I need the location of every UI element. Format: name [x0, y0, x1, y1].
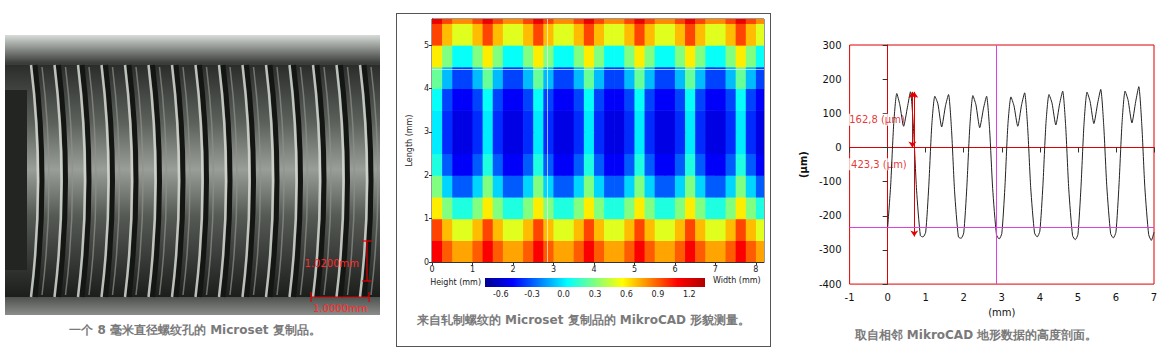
- svg-text:0.9: 0.9: [651, 290, 664, 299]
- svg-text:8: 8: [753, 265, 758, 274]
- svg-text:0.0: 0.0: [557, 290, 570, 299]
- svg-text:2: 2: [961, 292, 967, 303]
- svg-text:300: 300: [823, 40, 842, 51]
- svg-text:100: 100: [823, 108, 842, 119]
- svg-text:-0.3: -0.3: [524, 290, 540, 299]
- svg-text:Length (mm): Length (mm): [405, 115, 414, 167]
- svg-text:(mm): (mm): [988, 307, 1015, 318]
- svg-text:162,8 (μm): 162,8 (μm): [849, 114, 905, 125]
- svg-text:1.2: 1.2: [683, 290, 696, 299]
- svg-text:1.0200mm: 1.0200mm: [305, 258, 359, 269]
- svg-text:7: 7: [1151, 292, 1157, 303]
- svg-text:3: 3: [999, 292, 1005, 303]
- svg-text:0.6: 0.6: [620, 290, 633, 299]
- svg-text:2: 2: [510, 265, 515, 274]
- svg-text:0.3: 0.3: [589, 290, 602, 299]
- svg-text:2: 2: [424, 171, 429, 180]
- svg-text:-200: -200: [819, 210, 842, 221]
- svg-text:-100: -100: [819, 176, 842, 187]
- svg-text:1: 1: [470, 265, 475, 274]
- html-text:取自相邻 MikroCAD 地形数据的高度剖面。: 取自相邻 MikroCAD 地形数据的高度剖面。: [854, 328, 1098, 342]
- svg-text:5: 5: [424, 41, 429, 50]
- svg-text:-0.6: -0.6: [493, 290, 509, 299]
- svg-text:6: 6: [672, 265, 677, 274]
- svg-text:3: 3: [551, 265, 556, 274]
- svg-text:Height (mm): Height (mm): [430, 278, 481, 287]
- svg-text:6: 6: [1113, 292, 1119, 303]
- svg-text:-1: -1: [845, 292, 855, 303]
- svg-text:1: 1: [424, 214, 429, 223]
- html-text:来自轧制螺纹的 Microset 复制品的 MikroCAD: 来自轧制螺纹的 Microset 复制品的 MikroCAD 形貌测量。: [416, 313, 751, 327]
- svg-text:5: 5: [632, 265, 637, 274]
- svg-text:-300: -300: [819, 244, 842, 255]
- svg-text:0: 0: [884, 292, 890, 303]
- svg-text:0: 0: [429, 265, 434, 274]
- svg-text:200: 200: [823, 74, 842, 85]
- svg-text:0: 0: [835, 142, 841, 153]
- svg-text:4: 4: [424, 84, 429, 93]
- svg-text:0: 0: [424, 258, 429, 267]
- svg-text:4: 4: [1037, 292, 1043, 303]
- html-text:一个 8 毫米直径螺纹孔的 Microset 复制品。: 一个 8 毫米直径螺纹孔的 Microset 复制品。: [69, 323, 321, 337]
- svg-text:5: 5: [1075, 292, 1081, 303]
- svg-text:1.0000mm: 1.0000mm: [313, 303, 367, 314]
- svg-text:4: 4: [591, 265, 596, 274]
- svg-text:Width (mm): Width (mm): [713, 276, 761, 285]
- svg-text:7: 7: [713, 265, 718, 274]
- svg-text:-400: -400: [819, 279, 842, 290]
- svg-text:3: 3: [424, 127, 429, 136]
- svg-text:1: 1: [923, 292, 929, 303]
- svg-text:423,3 (μm): 423,3 (μm): [851, 159, 907, 170]
- svg-text:(μm): (μm): [798, 151, 809, 178]
